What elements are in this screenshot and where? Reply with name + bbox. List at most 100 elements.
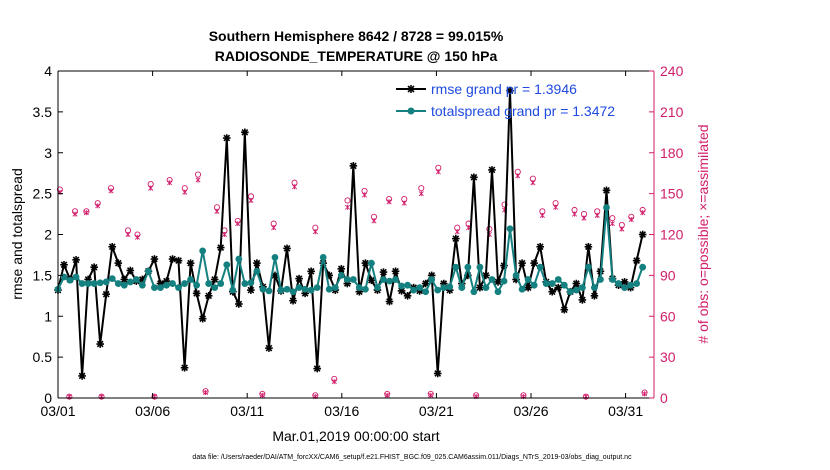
totalspread-point <box>639 263 647 271</box>
totalspread-point <box>578 284 586 292</box>
totalspread-point <box>452 263 460 271</box>
rmse-point <box>96 340 104 348</box>
totalspread-point <box>349 276 357 283</box>
rmse-point <box>367 276 376 285</box>
totalspread-point <box>211 284 219 292</box>
rmse-point <box>452 234 460 243</box>
legend-spread-label: totalspread grand pr = 1.3472 <box>431 103 615 119</box>
rmse-point <box>337 265 346 273</box>
totalspread-point <box>60 273 68 281</box>
obs-assimilated-point <box>83 210 89 216</box>
chart-title-line2: RADIOSONDE_TEMPERATURE @ 150 hPa <box>215 48 498 64</box>
obs-assimilated-point <box>539 212 545 218</box>
totalspread-point <box>368 259 375 267</box>
totalspread-point <box>470 288 478 296</box>
obs-assimilated-point <box>195 177 201 183</box>
totalspread-point <box>337 271 345 279</box>
totalspread-point <box>313 284 321 292</box>
totalspread-point <box>615 280 622 287</box>
legend-rmse-marker <box>407 85 415 93</box>
x-tick-label: 03/26 <box>513 403 548 419</box>
totalspread-point <box>621 284 628 292</box>
rmse-point <box>102 290 111 298</box>
obs-assimilated-point <box>203 390 209 396</box>
rmse-point <box>114 259 123 267</box>
y-left-tick-label: 4 <box>44 63 52 79</box>
obs-assimilated-point <box>418 191 424 197</box>
rmse-point <box>192 289 201 298</box>
rmse-point <box>494 278 502 286</box>
obs-assimilated-point <box>167 180 173 186</box>
totalspread-point <box>386 277 393 285</box>
obs-assimilated-point <box>235 221 241 227</box>
legend-spread-marker <box>407 107 415 115</box>
totalspread-point <box>235 255 243 263</box>
totalspread-point <box>72 273 80 281</box>
totalspread-point <box>199 247 207 255</box>
y-left-tick-label: 1 <box>44 308 52 324</box>
totalspread-point <box>410 286 418 294</box>
totalspread-point <box>132 276 140 283</box>
totalspread-point <box>591 284 598 292</box>
rmse-point <box>216 243 225 252</box>
obs-assimilated-point <box>312 229 318 235</box>
totalspread-point <box>241 280 249 287</box>
x-tick-label: 03/06 <box>135 403 170 419</box>
totalspread-point <box>440 284 448 292</box>
obs-assimilated-point <box>221 231 228 238</box>
rmse-point <box>289 296 297 305</box>
rmse-point <box>560 305 569 314</box>
obs-assimilated-point <box>628 216 634 223</box>
totalspread-point <box>283 285 291 293</box>
totalspread-point <box>374 284 381 292</box>
legend-rmse-label: rmse grand pr = 1.3946 <box>431 81 577 97</box>
rmse-point <box>488 166 496 174</box>
y-left-tick-label: 2 <box>44 227 52 243</box>
rmse-point <box>313 364 321 373</box>
totalspread-point <box>289 288 297 296</box>
totalspread-point <box>169 280 176 287</box>
totalspread-point <box>175 284 182 292</box>
totalspread-point <box>90 280 98 287</box>
totalspread-point <box>325 285 333 293</box>
rmse-point <box>536 242 544 251</box>
rmse-point <box>476 283 484 292</box>
y-right-tick-label: 240 <box>660 63 684 79</box>
totalspread-point <box>428 276 436 283</box>
rmse-point <box>548 287 557 296</box>
rmse-point <box>572 279 581 288</box>
rmse-point <box>120 275 129 284</box>
y-right-tick-label: 150 <box>660 186 684 202</box>
obs-assimilated-point <box>384 392 390 398</box>
obs-assimilated-point <box>428 392 434 398</box>
y-left-tick-label: 2.5 <box>33 186 53 202</box>
rmse-point <box>602 186 611 195</box>
totalspread-point <box>627 281 634 289</box>
y-right-tick-label: 60 <box>660 308 676 324</box>
rmse-point <box>391 267 400 276</box>
totalspread-point <box>84 280 92 287</box>
obs-possible-point <box>582 393 589 400</box>
totalspread-point <box>609 276 616 283</box>
totalspread-point <box>458 284 466 292</box>
totalspread-point <box>404 281 411 289</box>
y-right-tick-label: 0 <box>660 390 668 406</box>
rmse-point <box>518 259 526 267</box>
x-tick-label: 03/11 <box>230 403 264 419</box>
obs-assimilated-point <box>259 392 265 398</box>
totalspread-point <box>446 283 454 291</box>
y-right-tick-label: 210 <box>660 104 684 120</box>
totalspread-point <box>138 281 146 289</box>
rmse-point <box>265 344 273 352</box>
obs-assimilated-point <box>640 210 646 216</box>
totalspread-point <box>108 275 116 283</box>
rmse-point <box>403 292 412 300</box>
totalspread-point <box>488 276 496 283</box>
totalspread-point <box>355 284 363 292</box>
obs-assimilated-point <box>271 225 277 231</box>
totalspread-point <box>536 263 544 271</box>
obs-possible-point <box>98 393 105 400</box>
rmse-point <box>72 256 80 264</box>
rmse-point <box>590 292 599 300</box>
x-tick-label: 03/31 <box>608 403 643 419</box>
